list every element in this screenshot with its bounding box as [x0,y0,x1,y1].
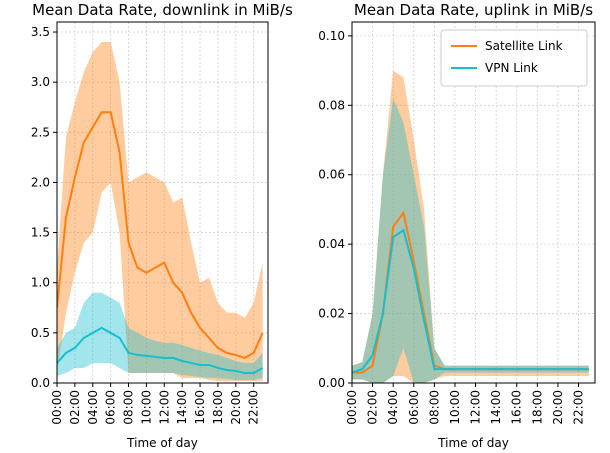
y-tick-label: 2.5 [31,125,50,139]
chart-title: Mean Data Rate, uplink in MiB/s [354,1,593,19]
x-tick-label: 16:00 [193,390,207,425]
legend-label: VPN Link [485,61,538,75]
y-tick-label: 3.0 [31,75,50,89]
chart-title: Mean Data Rate, downlink in MiB/s [32,1,293,19]
x-tick-label: 06:00 [104,390,118,425]
plot-area [57,42,264,381]
y-tick-label: 0.04 [318,237,345,251]
band [352,70,589,383]
x-tick-label: 14:00 [175,390,189,425]
x-tick-label: 22:00 [572,390,586,425]
band [352,98,589,383]
x-tick-label: 20:00 [229,390,243,425]
y-tick-label: 1.0 [31,276,50,290]
x-tick-label: 14:00 [489,390,503,425]
x-tick-label: 10:00 [139,390,153,425]
x-tick-label: 12:00 [157,390,171,425]
x-axis-label: Time of day [126,436,198,450]
y-tick-label: 0.0 [31,376,50,390]
x-tick-label: 22:00 [247,390,261,425]
y-tick-label: 0.5 [31,326,50,340]
x-tick-label: 10:00 [448,390,462,425]
band [57,292,263,380]
x-tick-label: 18:00 [211,390,225,425]
x-tick-label: 06:00 [407,390,421,425]
axes-frame [351,21,596,384]
x-tick-label: 04:00 [86,390,100,425]
x-tick-label: 12:00 [469,390,483,425]
line [352,228,589,374]
legend-label: Satellite Link [485,39,563,53]
x-axis-label: Time of day [437,436,509,450]
y-tick-label: 0.02 [318,307,345,321]
x-tick-label: 08:00 [427,390,441,425]
plot-area [352,70,589,383]
y-tick-label: 0.10 [318,29,345,43]
y-tick-label: 0.00 [318,376,345,390]
x-tick-label: 04:00 [386,390,400,425]
y-tick-label: 1.5 [31,226,50,240]
band [57,42,263,381]
x-tick-label: 16:00 [510,390,524,425]
x-tick-label: 00:00 [50,390,64,425]
line [57,111,264,360]
x-tick-label: 02:00 [366,390,380,425]
legend-box [440,29,588,87]
axes-frame [56,21,269,384]
y-tick-label: 2.0 [31,175,50,189]
x-tick-label: 20:00 [551,390,565,425]
x-tick-label: 08:00 [122,390,136,425]
x-tick-label: 00:00 [345,390,359,425]
y-tick-label: 0.06 [318,168,345,182]
x-tick-label: 18:00 [530,390,544,425]
line [57,326,264,374]
y-tick-label: 0.08 [318,98,345,112]
y-tick-label: 3.5 [31,25,50,39]
x-tick-label: 02:00 [68,390,82,425]
